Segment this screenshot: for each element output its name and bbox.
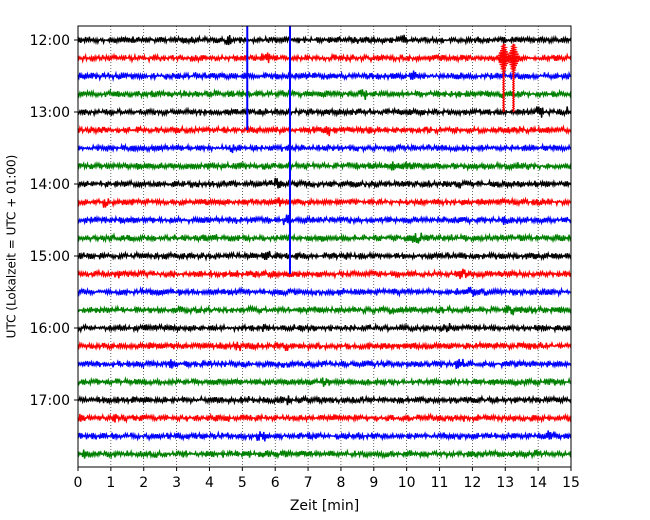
event-marker-2 [497, 43, 510, 113]
x-tick-label-5: 5 [238, 475, 247, 491]
x-tick-label-15: 15 [562, 475, 580, 491]
trace-3 [77, 88, 572, 101]
trace-20 [77, 394, 572, 406]
trace-9 [77, 196, 572, 208]
event-markers [246, 26, 520, 274]
x-tick-label-13: 13 [496, 475, 514, 491]
x-tick-label-11: 11 [431, 475, 449, 491]
x-tick-label-9: 9 [369, 475, 378, 491]
trace-10 [77, 214, 572, 226]
trace-12 [77, 250, 572, 262]
trace-2 [77, 70, 572, 82]
y-axis-ticks: 12:00 13:00 14:00 15:00 16:00 17:00 [30, 33, 78, 409]
trace-8 [77, 177, 572, 190]
x-tick-label-4: 4 [205, 475, 214, 491]
x-tick-label-8: 8 [336, 475, 345, 491]
y-tick-label-16: 16:00 [30, 321, 70, 337]
x-tick-label-0: 0 [74, 475, 83, 491]
trace-15 [77, 303, 572, 316]
trace-6 [77, 142, 572, 154]
trace-18 [77, 358, 572, 370]
x-tick-label-10: 10 [398, 475, 416, 491]
y-tick-label-12: 12:00 [30, 33, 70, 49]
x-tick-label-6: 6 [271, 475, 280, 491]
x-tick-label-2: 2 [139, 475, 148, 491]
x-tick-label-12: 12 [463, 475, 481, 491]
x-axis-label: Zeit [min] [290, 498, 359, 514]
y-tick-label-14: 14:00 [30, 177, 70, 193]
x-tick-label-14: 14 [529, 475, 547, 491]
trace-22 [77, 430, 572, 442]
trace-13 [77, 268, 572, 280]
y-axis-label: UTC (Lokalzeit = UTC + 01:00) [5, 155, 19, 339]
trace-5 [77, 124, 572, 137]
trace-4 [77, 106, 572, 118]
trace-17 [77, 340, 572, 352]
trace-7 [77, 160, 572, 172]
trace-19 [77, 376, 572, 388]
trace-14 [77, 285, 572, 298]
trace-21 [77, 412, 572, 424]
plot-frame [77, 25, 572, 468]
trace-11 [77, 232, 572, 244]
trace-16 [77, 322, 572, 334]
y-tick-label-17: 17:00 [30, 393, 70, 409]
traces [77, 34, 572, 460]
x-axis-ticks: 0 1 2 3 4 5 6 7 8 9 10 11 12 13 14 15 [74, 467, 580, 491]
y-tick-label-13: 13:00 [30, 105, 70, 121]
trace-0 [77, 34, 572, 46]
y-tick-label-15: 15:00 [30, 249, 70, 265]
trace-23 [77, 448, 572, 460]
x-tick-label-1: 1 [106, 475, 115, 491]
event-marker-3 [507, 43, 520, 113]
x-tick-label-3: 3 [172, 475, 181, 491]
x-tick-label-7: 7 [304, 475, 313, 491]
trace-1 [77, 52, 572, 64]
